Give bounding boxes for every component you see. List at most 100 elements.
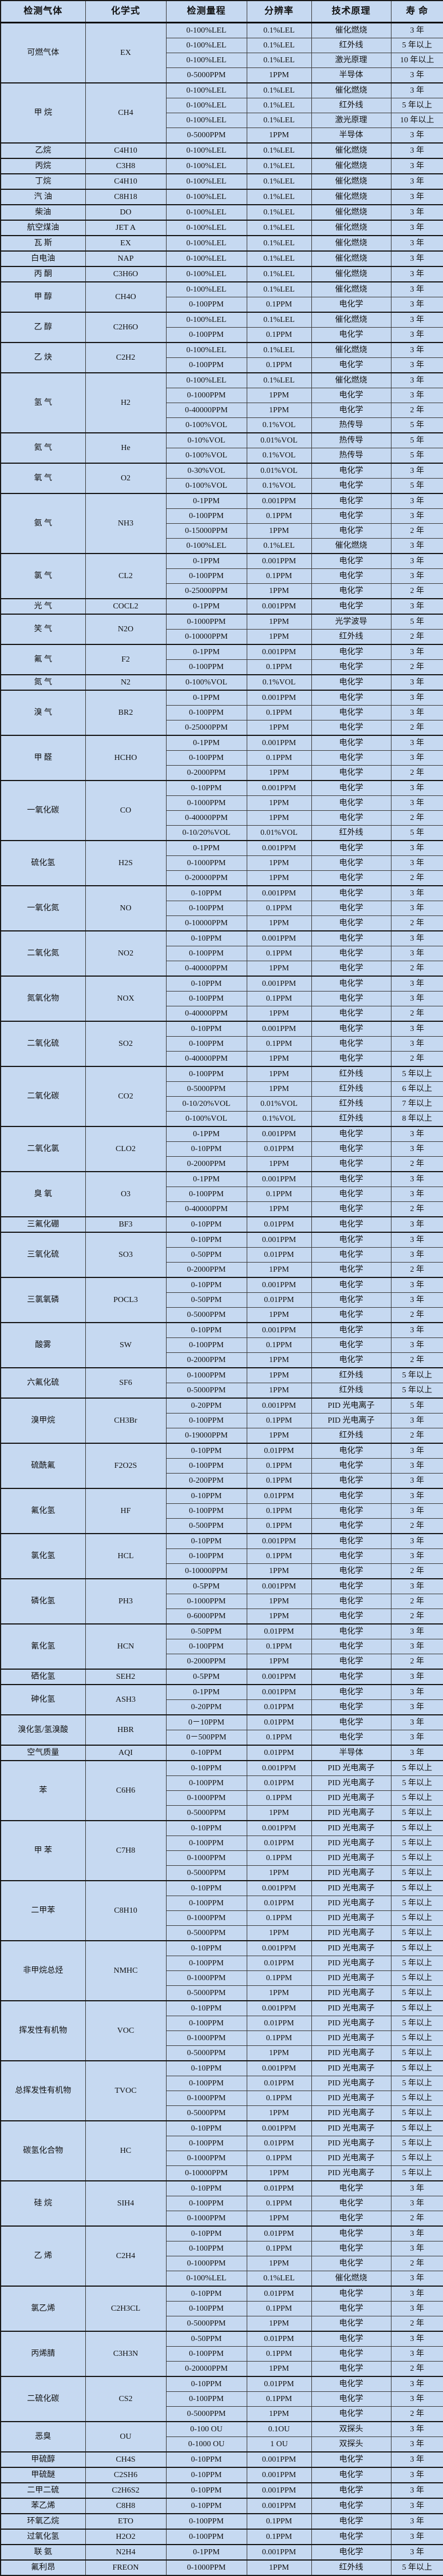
table-row: 甲硫醇 CH4S 0-10PPM 0.001PPM 电化学 3 年: [0, 2451, 443, 2468]
principle-cell: 电化学: [311, 1654, 391, 1670]
gas-cell: 可燃气体: [0, 22, 86, 83]
range-cell: 0-1000PPM: [165, 2256, 247, 2271]
resolution-cell: 1PPM: [246, 1081, 312, 1097]
range-cell: 0-10PPM: [165, 1021, 247, 1037]
principle-cell: 电化学: [311, 991, 391, 1006]
life-cell: 3 年: [390, 266, 443, 282]
range-cell: 0-100%LEL: [165, 235, 247, 252]
table-row: 瓦 斯 EX 0-100%LEL 0.1%LEL 催化燃烧 3 年: [0, 235, 443, 252]
resolution-cell: 1PPM: [246, 1307, 312, 1323]
principle-cell: PID 光电离子: [311, 2060, 391, 2076]
formula-cell: N2O: [85, 614, 167, 645]
resolution-cell: 0.1PPM: [246, 1730, 312, 1746]
table-row: 0-100PPM 0.1PPM 电化学 3 年: [1, 2301, 443, 2316]
life-cell: 6 年以上: [390, 1081, 443, 1097]
table-row: 0-50PPM 0.01PPM 电化学 3 年: [1, 1292, 443, 1308]
life-cell: 2 年: [390, 915, 443, 931]
formula-cell: JET A: [85, 220, 167, 236]
range-cell: 0-100PPM: [165, 2136, 247, 2151]
range-cell: 0-1000PPM: [165, 1790, 247, 1806]
resolution-cell: 0.1PPM: [246, 2151, 312, 2166]
gas-cell: 氟利昂: [0, 2559, 86, 2576]
gas-cell: 硫酰氟: [0, 1443, 86, 1489]
table-row: 0-40000PPM 1PPM 电化学 2 年: [1, 1051, 443, 1067]
resolution-cell: 0.01PPM: [246, 1216, 312, 1233]
formula-cell: COCL2: [85, 598, 167, 615]
resolution-cell: 0.001PPM: [246, 780, 312, 796]
principle-cell: 电化学: [311, 1216, 391, 1233]
table-row: 0-10000PPM 1PPM 红外线 2 年: [1, 629, 443, 645]
table-row: 0-1000PPM 1PPM 电化学 3 年: [1, 855, 443, 871]
formula-cell: CH4S: [85, 2451, 167, 2468]
formula-cell: NH3: [85, 493, 167, 554]
resolution-cell: 0.01PPM: [246, 2331, 312, 2347]
life-cell: 3 年: [390, 1322, 443, 1338]
formula-cell: C2H6O: [85, 312, 167, 343]
resolution-cell: 1PPM: [246, 1563, 312, 1579]
range-cell: 0-100%LEL: [165, 204, 247, 221]
principle-cell: 电化学: [311, 1458, 391, 1474]
range-cell: 0-5000PPM: [165, 1307, 247, 1323]
resolution-cell: 0.01PPM: [246, 1141, 312, 1157]
gas-cell: 环氧乙烷: [0, 2513, 86, 2530]
life-cell: 2 年: [390, 720, 443, 736]
principle-cell: 电化学: [311, 327, 391, 343]
life-cell: 3 年: [390, 2225, 443, 2241]
life-cell: 5 年以上: [390, 38, 443, 53]
life-cell: 5 年: [390, 417, 443, 433]
principle-cell: 热传导: [311, 432, 391, 448]
life-cell: 2 年: [390, 629, 443, 645]
table-row: 0-1000PPM 1PPM 电化学 3 年: [1, 388, 443, 403]
table-row: 硫酰氟 F2O2S 0-10PPM 0.01PPM 电化学 3 年: [0, 1443, 443, 1489]
resolution-cell: 0.1%LEL: [246, 158, 312, 174]
range-cell: 0-10%VOL: [165, 432, 247, 448]
resolution-cell: 0.001PPM: [246, 1880, 312, 1896]
resolution-cell: 0.1%LEL: [246, 22, 312, 38]
life-cell: 2 年: [390, 810, 443, 826]
table-row: 0-1000PPM 0.1PPM PID 光电离子 5 年以上: [1, 1910, 443, 1926]
life-cell: 5 年以上: [390, 1836, 443, 1851]
formula-cell: H2: [85, 372, 167, 433]
resolution-cell: 1PPM: [246, 388, 312, 403]
resolution-cell: 1PPM: [246, 583, 312, 599]
gas-cell: 三氟化硼: [0, 1216, 86, 1233]
resolution-cell: 0.01PPM: [246, 1699, 312, 1715]
resolution-cell: 0.001PPM: [246, 1232, 312, 1248]
table-row: 可燃气体 EX 0-100%LEL 0.1%LEL 催化燃烧 3 年: [0, 22, 443, 83]
gas-cell: 溴化氢/氢溴酸: [0, 1714, 86, 1746]
range-cell: 0-1000PPM: [165, 614, 247, 630]
formula-cell: CH4: [85, 82, 167, 144]
principle-cell: PID 光电离子: [311, 1413, 391, 1428]
gas-cell: 联 氨: [0, 2544, 86, 2561]
life-cell: 3 年: [390, 1578, 443, 1594]
formula-cell: C3H3N: [85, 2331, 167, 2377]
range-cell: 0-1000PPM: [165, 2030, 247, 2046]
principle-cell: PID 光电离子: [311, 1805, 391, 1821]
table-row: 0-10/20%VOL 0.01%VOL 红外线 5 年: [1, 825, 443, 841]
life-cell: 3 年: [390, 22, 443, 38]
principle-cell: 催化燃烧: [311, 189, 391, 205]
principle-cell: 催化燃烧: [311, 250, 391, 267]
life-cell: 5 年以上: [390, 2105, 443, 2121]
resolution-cell: 0.1PPM: [246, 705, 312, 720]
life-cell: 3 年: [390, 598, 443, 615]
principle-cell: 电化学: [311, 598, 391, 615]
resolution-cell: 0.01PPM: [246, 1896, 312, 1911]
gas-cell: 氢 气: [0, 372, 86, 433]
life-cell: 2 年: [390, 659, 443, 675]
range-cell: 0-100%LEL: [165, 98, 247, 113]
principle-cell: 电化学: [311, 1277, 391, 1293]
table-row: 0-100PPM 0.1PPM 电化学 3 年: [1, 297, 443, 313]
principle-cell: 红外线: [311, 1081, 391, 1097]
range-cell: 0-100%LEL: [165, 538, 247, 554]
range-cell: 0-100%LEL: [165, 281, 247, 297]
principle-cell: 催化燃烧: [311, 204, 391, 221]
principle-cell: 电化学: [311, 1156, 391, 1172]
principle-cell: 催化燃烧: [311, 235, 391, 252]
table-row: 0-100PPM 0.1PPM 电化学 3 年: [1, 2196, 443, 2211]
table-row: 一氧化氮 NO 0-10PPM 0.001PPM 电化学 3 年: [0, 885, 443, 931]
life-cell: 3 年: [390, 281, 443, 297]
formula-cell: H2S: [85, 840, 167, 886]
table-row: 0-100PPM 0.01PPM PID 光电离子 5 年以上: [1, 2016, 443, 2031]
